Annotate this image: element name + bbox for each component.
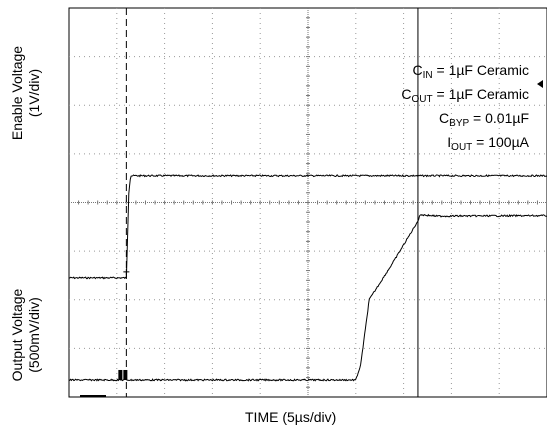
output-voltage-axis-label: Output Voltage (500mV/div): [9, 260, 43, 410]
ground-marker-left: [118, 369, 123, 380]
enable-voltage-trace: [68, 174, 547, 280]
output-voltage-trace: [68, 213, 547, 382]
legend: CIN = 1µF Ceramic COUT = 1µF Ceramic CBY…: [401, 61, 529, 157]
ground-marker-right: [123, 369, 128, 380]
traces: [68, 174, 547, 382]
legend-item-cbyp: CBYP = 0.01µF: [439, 110, 529, 129]
grid: [68, 7, 547, 398]
enable-scale-label: (1V/div): [26, 68, 42, 118]
output-scale-label: (500mV/div): [26, 297, 42, 373]
markers: [80, 8, 543, 397]
x-axis-label: TIME (5µs/div): [245, 409, 337, 425]
legend-item-cout: COUT = 1µF Ceramic: [401, 86, 529, 105]
legend-item-cin: CIN = 1µF Ceramic: [412, 62, 530, 81]
output-voltage-label: Output Voltage: [9, 288, 25, 382]
enable-voltage-label: Enable Voltage: [9, 45, 25, 141]
channel-arrow-icon: [537, 80, 543, 88]
legend-item-iout: IOUT = 100µA: [447, 134, 529, 153]
enable-voltage-axis-label: Enable Voltage (1V/div): [9, 18, 43, 168]
